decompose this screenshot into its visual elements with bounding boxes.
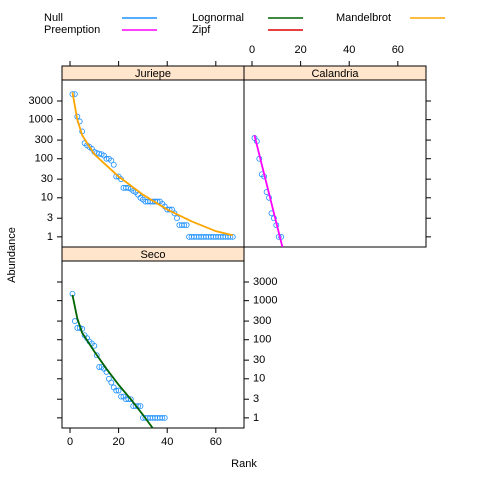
x-tick-label: 0 <box>249 44 255 56</box>
y-tick-label: 100 <box>253 334 271 346</box>
legend-label: Preemption <box>44 24 100 36</box>
y-tick-label: 100 <box>35 153 53 165</box>
panel-title: Juriepe <box>135 68 171 80</box>
point <box>111 162 116 167</box>
x-tick-label: 0 <box>67 436 73 448</box>
y-tick-label: 10 <box>253 373 265 385</box>
y-tick-label: 3000 <box>253 276 277 288</box>
point <box>109 380 114 385</box>
point <box>174 216 179 221</box>
fit-line <box>72 92 232 235</box>
y-axis-label: Abundance <box>6 227 18 283</box>
panel-frame <box>244 80 426 247</box>
panel-plot <box>70 291 167 428</box>
fit-line <box>254 135 282 247</box>
panel-title: Calandria <box>311 68 359 80</box>
y-tick-label: 3 <box>253 393 259 405</box>
y-tick-label: 3 <box>47 212 53 224</box>
panel-frame <box>62 80 244 247</box>
legend-label: Mandelbrot <box>336 12 391 24</box>
x-tick-label: 60 <box>210 436 222 448</box>
y-tick-label: 1000 <box>29 114 53 126</box>
x-tick-label: 20 <box>112 436 124 448</box>
panel-plot <box>252 135 284 247</box>
y-tick-label: 300 <box>35 134 53 146</box>
legend-label: Zipf <box>192 24 211 36</box>
y-tick-label: 300 <box>253 315 271 327</box>
y-tick-label: 30 <box>253 354 265 366</box>
x-tick-label: 20 <box>294 44 306 56</box>
x-tick-label: 40 <box>161 436 173 448</box>
panel-plot <box>70 92 235 240</box>
y-tick-label: 1000 <box>253 295 277 307</box>
legend-label: Null <box>44 12 63 24</box>
fit-line <box>72 295 152 428</box>
panel-title: Seco <box>140 249 165 261</box>
y-tick-label: 10 <box>41 192 53 204</box>
x-axis-label: Rank <box>231 458 257 470</box>
legend-label: Lognormal <box>192 12 244 24</box>
y-tick-label: 3000 <box>29 95 53 107</box>
y-tick-label: 30 <box>41 173 53 185</box>
y-tick-label: 1 <box>47 231 53 243</box>
x-tick-label: 60 <box>392 44 404 56</box>
point <box>72 319 77 324</box>
y-tick-label: 1 <box>253 412 259 424</box>
x-tick-label: 40 <box>343 44 355 56</box>
